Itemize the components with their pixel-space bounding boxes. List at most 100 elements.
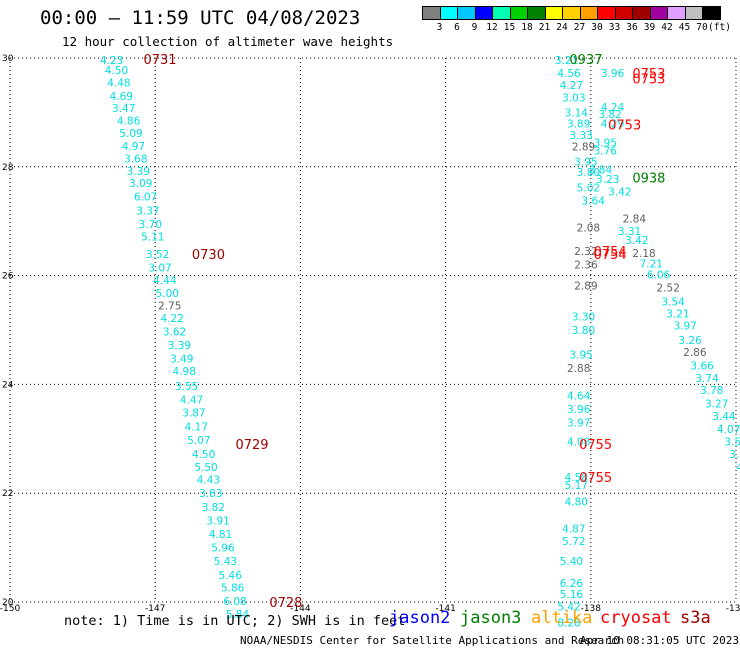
legend-altika: altika <box>531 608 593 628</box>
wave-height-value: 3.27 <box>705 398 728 410</box>
wave-height-value: 3.82 <box>202 502 225 514</box>
wave-height-value: 2.32 <box>574 246 597 258</box>
wave-height-value: 4.48 <box>107 77 130 89</box>
wave-height-value: 5.86 <box>221 582 245 594</box>
wave-height-value: 3.49 <box>170 353 193 365</box>
wave-height-value: 4.44 <box>153 275 177 287</box>
wave-height-value: 4.58 <box>565 472 588 484</box>
colorbar-swatch <box>527 6 546 20</box>
wave-height-value: 4.17 <box>185 421 208 433</box>
wave-height-value: 4.69 <box>110 91 133 103</box>
colorbar-swatch <box>422 6 441 20</box>
colorbar-swatch <box>614 6 633 20</box>
wave-height-value: 2.88 <box>567 363 590 375</box>
wave-height-value: 3.95 <box>574 156 597 168</box>
wave-height-value: 3.39 <box>127 166 150 178</box>
lat-tick-label: 22 <box>2 489 13 499</box>
lon-tick-label: -135 <box>726 604 740 614</box>
wave-height-value: 3.83 <box>199 488 222 500</box>
page-subtitle: 12 hour collection of altimeter wave hei… <box>62 34 394 49</box>
wave-height-value: 3.42 <box>608 186 631 198</box>
colorbar-swatch <box>667 6 686 20</box>
track-time-label: 0755 <box>579 471 612 486</box>
colorbar-swatch <box>702 6 721 20</box>
wave-height-value: 4.24 <box>601 102 625 114</box>
wave-height-value: 4.80 <box>565 496 588 508</box>
colorbar-swatch <box>544 6 563 20</box>
wave-height-value: 5.72 <box>562 536 585 548</box>
wave-height-value: 3.91 <box>206 515 229 527</box>
track-time-label: 0731 <box>143 53 176 68</box>
wave-height-value: 4.50 <box>192 449 215 461</box>
track-time-label: 0729 <box>235 438 268 453</box>
wave-height-value: 3.21 <box>666 309 689 321</box>
wave-height-value: 3.57 <box>729 449 740 461</box>
wave-height-value: 3.14 <box>565 107 589 119</box>
colorbar-label: 36 <box>626 22 638 33</box>
wave-height-value: 2.52 <box>657 283 680 295</box>
colorbar-label: 24 <box>556 22 568 33</box>
wave-height-value: 3.09 <box>129 178 152 190</box>
wave-height-value: 4.23 <box>100 55 123 67</box>
wave-height-value: 2.89 <box>574 280 597 292</box>
wave-height-value: 4.22 <box>160 313 183 325</box>
lat-tick-label: 26 <box>2 272 14 282</box>
legend-jason3: jason3 <box>460 608 522 628</box>
colorbar-swatch <box>474 6 493 20</box>
colorbar-swatch <box>492 6 511 20</box>
wave-height-value: 7.21 <box>640 259 663 271</box>
wave-height-value: 5.00 <box>156 288 179 300</box>
wave-height-value: 2.86 <box>683 347 707 359</box>
wave-height-value: 3.44 <box>712 411 736 423</box>
track-time-label: 0753 <box>632 67 665 82</box>
legend-s3a: s3a <box>680 608 711 628</box>
colorbar-label: 30 <box>591 22 603 33</box>
colorbar-label: 21 <box>538 22 551 33</box>
wave-height-value: 5.46 <box>219 570 243 582</box>
track-time-label: 0754 <box>594 248 627 263</box>
wave-height-value: 5.96 <box>211 543 235 555</box>
timestamp-text: Apr 10 08:31:05 UTC 2023 <box>580 634 739 647</box>
track-time-label: 0753 <box>632 73 665 88</box>
wave-height-value: 3.82 <box>598 109 621 121</box>
wave-height-value: 3.54 <box>661 297 685 309</box>
wave-height-value: 5.11 <box>141 231 164 243</box>
wave-height-value: 4.47 <box>180 395 203 407</box>
wave-height-value: 3.62 <box>163 327 186 339</box>
colorbar-label: 9 <box>471 22 478 33</box>
wave-height-value: 4.64 <box>567 390 591 402</box>
wave-height-value: 4.07 <box>717 424 740 436</box>
colorbar-swatch <box>457 6 476 20</box>
wave-height-value: 4.56 <box>557 68 581 80</box>
credit-text: NOAA/NESDIS Center for Satellite Applica… <box>240 634 625 647</box>
wave-height-value: 3.80 <box>572 325 595 337</box>
legend-jason2: jason2 <box>389 608 451 628</box>
wave-height-value: 5.07 <box>187 435 210 447</box>
wave-height-value: 4.86 <box>117 116 141 128</box>
wave-height-value: 2.89 <box>572 142 595 154</box>
colorbar-label: 15 <box>503 22 516 33</box>
wave-height-value: 3.84 <box>589 165 613 177</box>
colorbar-label: 39 <box>643 22 656 33</box>
colorbar-label: 18 <box>521 22 533 33</box>
track-time-label: 0755 <box>579 438 612 453</box>
wave-height-value: 3.26 <box>678 335 702 347</box>
wave-height-value: 6.06 <box>647 270 671 282</box>
wave-height-value: 3.55 <box>175 381 198 393</box>
wave-height-value: 3.33 <box>569 130 592 142</box>
legend-cryosat: cryosat <box>600 608 672 628</box>
colorbar-label: 70 <box>696 22 708 33</box>
colorbar-swatch <box>579 6 598 20</box>
wave-height-value: 3.87 <box>182 408 205 420</box>
wave-height-value: 4.81 <box>209 529 232 541</box>
wave-height-value: 3.95 <box>594 137 617 149</box>
wave-height-value: 3.07 <box>148 262 171 274</box>
wave-height-value: 3.03 <box>562 93 585 105</box>
wave-height-value: 3.70 <box>139 219 162 231</box>
colorbar-swatch <box>632 6 651 20</box>
wave-height-value: 3.97 <box>567 417 590 429</box>
wave-height-value: 3.37 <box>136 205 159 217</box>
wave-height-value: 4.50 <box>105 65 128 77</box>
wave-height-value: 3.95 <box>569 349 592 361</box>
lat-tick-label: 28 <box>2 163 14 173</box>
